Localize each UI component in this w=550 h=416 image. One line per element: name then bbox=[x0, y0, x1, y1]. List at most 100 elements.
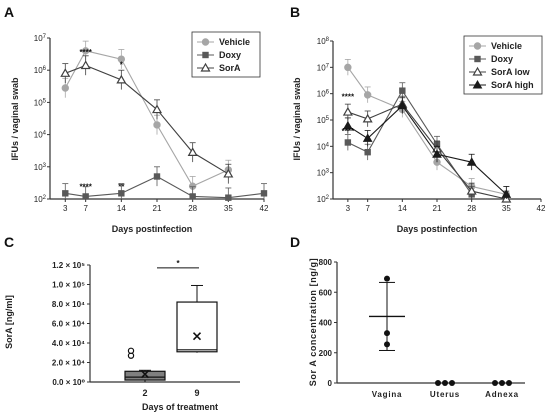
y-tick-label: 200 bbox=[319, 349, 333, 358]
box bbox=[124, 370, 166, 381]
series-line bbox=[64, 50, 229, 187]
data-point bbox=[80, 60, 91, 70]
box-mean-marker bbox=[192, 332, 202, 341]
x-tick-label: 9 bbox=[194, 388, 199, 398]
x-tick-label: 14 bbox=[117, 204, 126, 213]
series-line bbox=[347, 67, 507, 195]
y-tick-label: 108 bbox=[317, 37, 330, 46]
y-tick-label: 106 bbox=[34, 66, 47, 75]
data-point bbox=[117, 55, 126, 63]
panel-a-xlabel: Days postinfection bbox=[112, 224, 193, 234]
data-point bbox=[61, 84, 69, 92]
y-tick-label: 0.0 × 10⁰ bbox=[52, 378, 85, 387]
y-tick-label: 0 bbox=[328, 379, 333, 388]
y-tick-label: 1.2 × 10⁵ bbox=[52, 261, 85, 270]
panel-label-c: C bbox=[4, 234, 14, 250]
y-tick-label: 600 bbox=[319, 288, 333, 297]
legend-marker bbox=[201, 38, 210, 46]
data-point bbox=[60, 68, 71, 77]
data-point bbox=[342, 106, 353, 116]
panel-b-legend: Vehicle Doxy SorA low SorA high bbox=[463, 35, 543, 95]
data-point bbox=[151, 104, 163, 114]
data-point bbox=[435, 380, 441, 386]
legend-marker bbox=[472, 66, 483, 76]
legend-marker bbox=[472, 79, 483, 89]
x-tick-label: Vagina bbox=[372, 390, 403, 399]
data-point bbox=[384, 330, 390, 337]
significance-label: **** bbox=[79, 182, 92, 191]
data-point bbox=[499, 380, 505, 386]
legend-marker bbox=[473, 42, 482, 50]
data-point bbox=[62, 190, 69, 197]
data-point bbox=[153, 121, 161, 129]
data-point bbox=[449, 380, 455, 386]
y-tick-label: 103 bbox=[34, 163, 47, 172]
y-tick-label: 4.0 × 10⁴ bbox=[52, 339, 85, 348]
y-tick-label: 400 bbox=[319, 319, 333, 328]
legend-label: Vehicle bbox=[219, 37, 250, 47]
panel-label-d: D bbox=[290, 234, 300, 250]
y-tick-label: 103 bbox=[317, 169, 330, 178]
data-point bbox=[364, 148, 371, 156]
box bbox=[176, 301, 218, 353]
data-point bbox=[81, 47, 90, 55]
x-tick-label: 28 bbox=[188, 204, 197, 213]
legend-marker bbox=[202, 51, 209, 59]
data-point bbox=[384, 275, 390, 282]
significance-label: * bbox=[176, 259, 180, 268]
y-tick-label: 104 bbox=[34, 131, 47, 140]
significance-label: **** bbox=[79, 48, 92, 57]
data-point bbox=[187, 147, 198, 157]
x-tick-label: 35 bbox=[502, 204, 511, 213]
data-point bbox=[466, 185, 477, 195]
legend-label: Vehicle bbox=[491, 41, 522, 51]
x-tick-label: 3 bbox=[63, 204, 68, 213]
x-tick-label: Uterus bbox=[430, 390, 460, 399]
y-tick-label: 107 bbox=[34, 34, 47, 43]
y-tick-label: 102 bbox=[34, 195, 47, 204]
x-tick-label: 35 bbox=[224, 204, 233, 213]
data-point bbox=[82, 193, 89, 200]
x-tick-label: Adnexa bbox=[485, 390, 519, 399]
y-tick-label: 2.0 × 10⁴ bbox=[52, 359, 85, 368]
data-point bbox=[116, 74, 127, 84]
y-tick-label: 1.0 × 10⁵ bbox=[52, 281, 85, 290]
significance-label: **** bbox=[342, 93, 355, 102]
legend-label: Doxy bbox=[219, 50, 241, 60]
x-tick-label: 28 bbox=[467, 204, 476, 213]
data-point bbox=[442, 380, 448, 386]
x-tick-label: 42 bbox=[260, 204, 269, 213]
panel-label-b: B bbox=[290, 4, 300, 20]
data-point bbox=[397, 100, 408, 110]
panel-a-legend: Vehicle Doxy SorA bbox=[191, 31, 261, 78]
data-point bbox=[384, 341, 390, 348]
y-tick-label: 106 bbox=[317, 90, 330, 99]
data-point bbox=[362, 133, 373, 142]
data-point bbox=[344, 63, 352, 72]
y-tick-label: 6.0 × 10⁴ bbox=[52, 320, 85, 329]
series-line bbox=[347, 103, 507, 200]
panel-a-ylabel: IFUs / vaginal swab bbox=[10, 77, 20, 161]
data-point bbox=[344, 139, 352, 146]
x-tick-label: 3 bbox=[346, 204, 351, 213]
y-tick-label: 107 bbox=[317, 63, 330, 72]
data-point bbox=[260, 190, 268, 197]
data-point bbox=[506, 380, 512, 386]
data-point bbox=[363, 91, 372, 99]
panel-b-ylabel: IFUs / vaginal swab bbox=[292, 77, 302, 161]
panel-b-chart: 3 7 14 21 28 35 42 102 103 104 105 106 107 108 IFUs /… bbox=[292, 35, 546, 234]
x-tick-label: 21 bbox=[153, 204, 162, 213]
data-point bbox=[225, 194, 232, 201]
significance-label: * bbox=[120, 61, 124, 70]
x-tick-label: 14 bbox=[398, 204, 407, 213]
panel-label-a: A bbox=[4, 4, 14, 20]
series-line bbox=[65, 175, 265, 199]
y-tick-label: 104 bbox=[317, 142, 330, 151]
data-point bbox=[399, 87, 406, 94]
y-tick-label: 800 bbox=[319, 258, 333, 267]
box-mean-marker bbox=[140, 370, 150, 379]
y-tick-label: 102 bbox=[317, 195, 330, 204]
data-point bbox=[223, 168, 234, 178]
x-tick-label: 7 bbox=[83, 204, 88, 213]
